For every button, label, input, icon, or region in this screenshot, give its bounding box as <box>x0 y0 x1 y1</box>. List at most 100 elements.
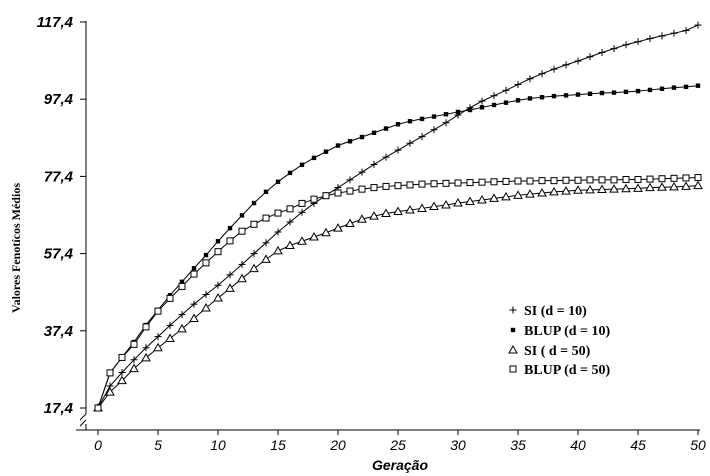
data-point <box>466 179 474 187</box>
data-point <box>622 175 630 183</box>
y-tick-label: 57,4 <box>44 246 74 263</box>
data-point <box>682 174 690 182</box>
data-point <box>178 282 186 290</box>
data-point <box>670 174 678 182</box>
data-point <box>441 199 451 209</box>
data-point <box>551 93 557 99</box>
data-point <box>166 321 174 329</box>
series-1 <box>94 21 702 412</box>
data-point <box>250 250 258 258</box>
data-point <box>166 294 174 302</box>
data-point <box>250 220 258 228</box>
data-point <box>453 198 463 207</box>
data-point <box>189 313 199 322</box>
data-point <box>118 368 126 376</box>
y-tick-label: 117,4 <box>37 14 74 31</box>
x-tick-label: 0 <box>94 437 102 453</box>
axis-break-mark <box>79 419 87 427</box>
data-point <box>599 90 605 96</box>
data-point <box>262 239 270 247</box>
data-point <box>694 21 702 29</box>
data-point <box>549 186 559 196</box>
data-point <box>165 333 175 343</box>
data-point <box>490 178 498 186</box>
data-point <box>407 119 413 124</box>
data-point <box>525 189 535 198</box>
data-point <box>227 225 233 231</box>
data-point <box>154 307 162 315</box>
axes <box>76 21 700 431</box>
data-point <box>633 183 643 192</box>
data-point <box>274 209 282 217</box>
data-point <box>658 175 666 183</box>
data-point <box>370 160 378 168</box>
data-point <box>238 260 246 268</box>
data-point <box>190 300 198 308</box>
data-point <box>513 190 523 199</box>
legend: SI (d = 10) BLUP (d = 10) SI ( d = 50) BLUP… <box>508 304 610 378</box>
data-point <box>670 29 678 37</box>
x-axis-title: Geração <box>372 457 428 473</box>
data-point <box>539 95 545 100</box>
data-point <box>490 92 498 100</box>
data-point <box>587 91 593 96</box>
data-point <box>610 176 618 184</box>
data-point <box>514 81 522 89</box>
data-point <box>369 211 379 220</box>
data-point <box>454 179 462 187</box>
data-point <box>370 184 378 192</box>
data-point <box>226 237 234 245</box>
data-point <box>477 194 487 204</box>
x-tick-label: 50 <box>690 437 706 453</box>
data-point <box>550 65 558 73</box>
data-point <box>418 133 426 141</box>
data-point <box>215 239 221 244</box>
data-point <box>274 228 282 236</box>
data-point <box>575 92 581 97</box>
x-tick-label: 10 <box>210 437 226 453</box>
data-point <box>537 187 547 197</box>
data-point <box>550 177 558 185</box>
data-point <box>574 176 582 184</box>
x-tick-label: 5 <box>154 437 162 453</box>
x-tick-label: 30 <box>450 437 466 453</box>
data-point <box>442 119 450 127</box>
data-point <box>646 175 654 183</box>
data-point <box>142 323 150 331</box>
y-axis-title: Valores Fenotícos Médios <box>9 183 23 313</box>
data-point <box>622 41 630 49</box>
legend-marker <box>509 365 517 373</box>
data-point <box>321 227 331 237</box>
data-point <box>273 245 283 255</box>
data-point <box>153 342 163 352</box>
data-point <box>623 89 629 95</box>
series-3 <box>93 180 703 412</box>
data-point <box>214 281 222 289</box>
data-point <box>118 353 126 361</box>
data-point <box>393 206 403 216</box>
data-point <box>214 248 222 256</box>
data-point <box>130 356 138 364</box>
data-point <box>669 181 679 191</box>
data-point <box>406 181 414 189</box>
data-point <box>297 236 307 245</box>
y-tick-label: 17,4 <box>44 400 74 417</box>
data-point <box>285 240 295 249</box>
data-point <box>394 182 402 190</box>
data-point <box>262 214 270 222</box>
data-point <box>574 57 582 65</box>
data-point <box>394 146 402 154</box>
data-point <box>129 363 139 373</box>
data-point <box>682 26 690 34</box>
axis-break-mark <box>79 413 87 421</box>
data-point <box>357 214 367 223</box>
data-point <box>238 227 246 235</box>
data-point <box>418 180 426 188</box>
legend-marker <box>510 327 516 333</box>
data-point <box>634 38 642 46</box>
data-point <box>154 333 162 341</box>
data-point <box>298 208 306 216</box>
y-tick-label: 77,4 <box>44 168 74 185</box>
data-point <box>478 178 486 186</box>
data-point <box>358 168 366 176</box>
